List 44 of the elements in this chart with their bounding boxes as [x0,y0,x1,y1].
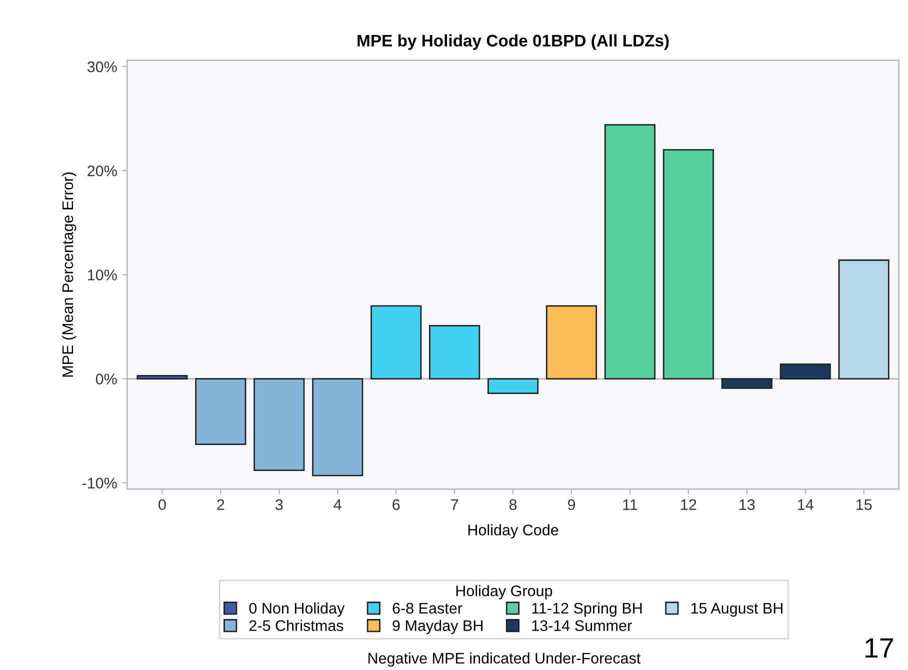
text: 17 [866,638,893,658]
bar [429,325,480,380]
x-tick-label: 14 [798,499,814,510]
x-axis-title: Holiday Code [468,524,558,538]
bar [136,374,188,380]
bar [254,378,305,472]
bar [604,124,656,380]
bar [487,378,539,394]
legend-label: 0 Non Holiday [249,602,345,617]
x-tick-label: 15 [856,499,872,510]
bar [546,305,598,380]
bar [662,149,714,380]
y-tick-label: 0% [96,374,117,384]
legend-label: 6-8 Easter [392,602,462,614]
text: Negative MPE indicated Under-Forecast [368,652,641,667]
y-tick-label: -10% [82,478,117,489]
legend-label: 13-14 Summer [532,620,632,632]
x-tick-label: 7 [451,499,458,510]
x-tick-label: 4 [334,499,342,510]
y-tick-label: 10% [88,270,117,280]
x-tick-label: 3 [275,499,283,510]
legend-label: 15 August BH [691,603,782,617]
bar [195,378,246,446]
x-tick-label: 0 [158,499,166,510]
legend-title: Holiday Group [456,585,552,600]
x-tick-label: 11 [623,499,638,510]
chart-title: MPE by Holiday Code 01BPD (All LDZs) [358,34,669,50]
bar [838,259,890,380]
x-tick-label: 13 [740,499,755,510]
legend-label: 11-12 Spring BH [532,602,642,617]
x-tick-label: 6 [392,499,400,510]
y-tick-label: 30% [87,61,117,72]
legend-label: 2-5 Christmas [249,620,344,632]
legend-label: 9 Mayday BH [392,620,482,634]
bar [312,378,364,476]
y-tick-label: 20% [88,165,117,176]
bar [780,364,831,380]
y-axis-title: MPE (Mean Percentage Error) [62,172,76,377]
bar [721,378,772,389]
x-tick-label: 12 [681,499,696,510]
x-tick-label: 9 [568,499,576,510]
x-tick-label: 2 [217,499,224,510]
bar [370,305,422,380]
x-tick-label: 8 [509,499,517,510]
